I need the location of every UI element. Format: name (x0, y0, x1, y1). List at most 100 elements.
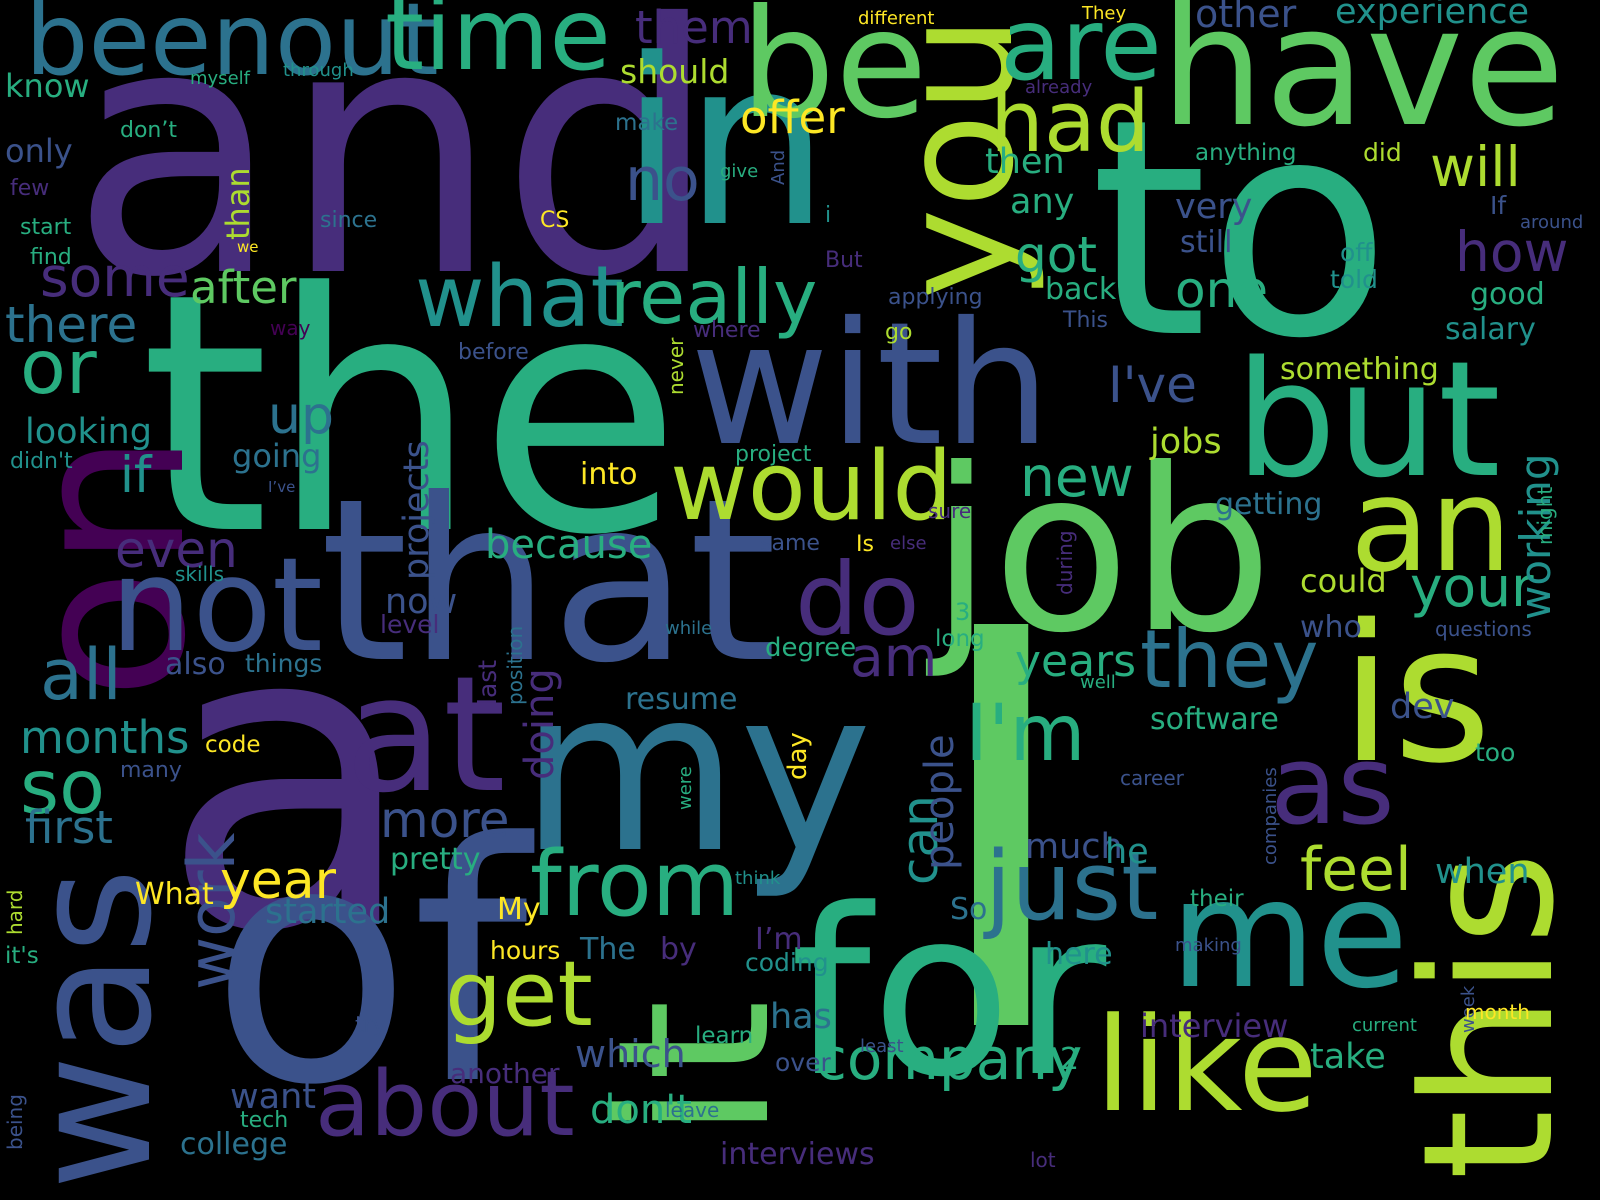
cloud-word: after (190, 261, 297, 314)
cloud-word: If (1490, 191, 1507, 220)
cloud-word: software (1150, 702, 1279, 737)
cloud-word: else (890, 533, 927, 554)
cloud-word: here (1045, 937, 1113, 972)
cloud-word: salary (1445, 312, 1536, 347)
cloud-word: companies (1260, 767, 1281, 865)
cloud-word: time (385, 0, 611, 93)
cloud-word: current (1352, 1015, 1417, 1036)
cloud-word: They (1082, 3, 1127, 24)
cloud-word: their (1190, 886, 1244, 912)
cloud-word: years (1015, 636, 1137, 687)
cloud-word: only (5, 132, 73, 170)
cloud-word: project (735, 442, 812, 467)
cloud-word: good (1470, 277, 1545, 312)
cloud-word: off (1340, 238, 1373, 267)
cloud-word: take (1310, 1037, 1386, 1077)
cloud-word: how (1455, 220, 1569, 284)
cloud-word: is (1340, 584, 1492, 805)
cloud-word: jobs (1150, 422, 1222, 462)
cloud-word: no (625, 145, 700, 215)
cloud-word: months (20, 711, 190, 764)
cloud-word: were (675, 766, 696, 810)
cloud-word: by (660, 932, 697, 967)
cloud-word: coding (745, 948, 829, 977)
cloud-word: which (575, 1032, 686, 1076)
cloud-word: or (20, 323, 97, 411)
cloud-word: I (920, 514, 1083, 1155)
cloud-word: have (1160, 0, 1565, 163)
cloud-word: The (580, 932, 636, 967)
cloud-word: What (135, 877, 214, 912)
cloud-word: But (825, 248, 863, 273)
cloud-word: am (850, 625, 938, 689)
cloud-word: about (315, 1052, 575, 1157)
cloud-word: with (690, 286, 1051, 484)
cloud-word: might (1533, 486, 1557, 545)
cloud-word: level (380, 610, 440, 639)
cloud-word: would (670, 432, 953, 542)
cloud-word: where (693, 318, 761, 343)
cloud-word: me (1170, 848, 1409, 1022)
cloud-word: questions (1435, 617, 1532, 641)
cloud-word: My (497, 892, 541, 927)
cloud-word: new (1020, 445, 1134, 509)
cloud-word: but (1235, 326, 1501, 513)
cloud-word: had (990, 73, 1150, 172)
cloud-word: hard (3, 889, 27, 936)
cloud-word: did (1363, 138, 1402, 167)
cloud-word: not (110, 529, 323, 681)
cloud-word: should (620, 52, 730, 91)
cloud-word: a (160, 535, 418, 1024)
cloud-word: than (219, 167, 257, 240)
cloud-word: learn (695, 1023, 754, 1049)
cloud-word: know (5, 67, 90, 105)
cloud-word: month (1465, 1000, 1530, 1024)
cloud-word: way (270, 316, 311, 340)
cloud-word: think (735, 868, 781, 889)
cloud-word: all (40, 634, 122, 716)
cloud-word: I've (1108, 356, 1197, 414)
cloud-word: really (610, 253, 818, 341)
cloud-word: up (268, 386, 334, 446)
cloud-word: applying (888, 285, 983, 310)
cloud-word: I'm (965, 689, 1086, 779)
cloud-word: feel (1300, 835, 1412, 905)
cloud-word: so (20, 743, 105, 831)
cloud-word: more (380, 791, 510, 849)
cloud-word: never (664, 337, 688, 395)
cloud-word: get (445, 942, 593, 1047)
cloud-word: looking (25, 412, 152, 452)
cloud-word: few (10, 176, 50, 201)
cloud-word: who (1300, 610, 1362, 645)
cloud-word: an (1350, 449, 1513, 601)
cloud-word: for (790, 861, 1107, 1128)
cloud-word: will (1430, 135, 1521, 199)
cloud-word: being (3, 1094, 27, 1150)
cloud-word: over (775, 1048, 831, 1077)
cloud-word: we (237, 238, 259, 256)
cloud-word: one (1175, 261, 1269, 319)
cloud-word: told (1330, 265, 1378, 294)
cloud-word: interviews (720, 1137, 875, 1172)
cloud-word: CS (540, 208, 570, 233)
cloud-word: making (1175, 935, 1242, 956)
cloud-word: things (245, 649, 323, 678)
cloud-word: through (283, 60, 354, 81)
cloud-word: my (520, 641, 873, 903)
cloud-word: at (345, 641, 506, 828)
cloud-word: I’ve (268, 478, 296, 496)
cloud-word: another (450, 1057, 560, 1090)
cloud-word: leave (665, 1098, 720, 1122)
cloud-word: now (385, 582, 458, 622)
cloud-word: year (220, 851, 337, 911)
cloud-word: because (485, 522, 653, 568)
cloud-word: sure (928, 499, 972, 523)
cloud-word: projects (397, 440, 437, 580)
cloud-word: has (770, 997, 832, 1037)
cloud-word: So (950, 892, 988, 927)
cloud-word: in (620, 11, 830, 278)
cloud-word: the (140, 223, 682, 607)
cloud-word: getting (1215, 487, 1323, 522)
cloud-word: he (1105, 832, 1149, 872)
cloud-word: they (1140, 613, 1319, 706)
